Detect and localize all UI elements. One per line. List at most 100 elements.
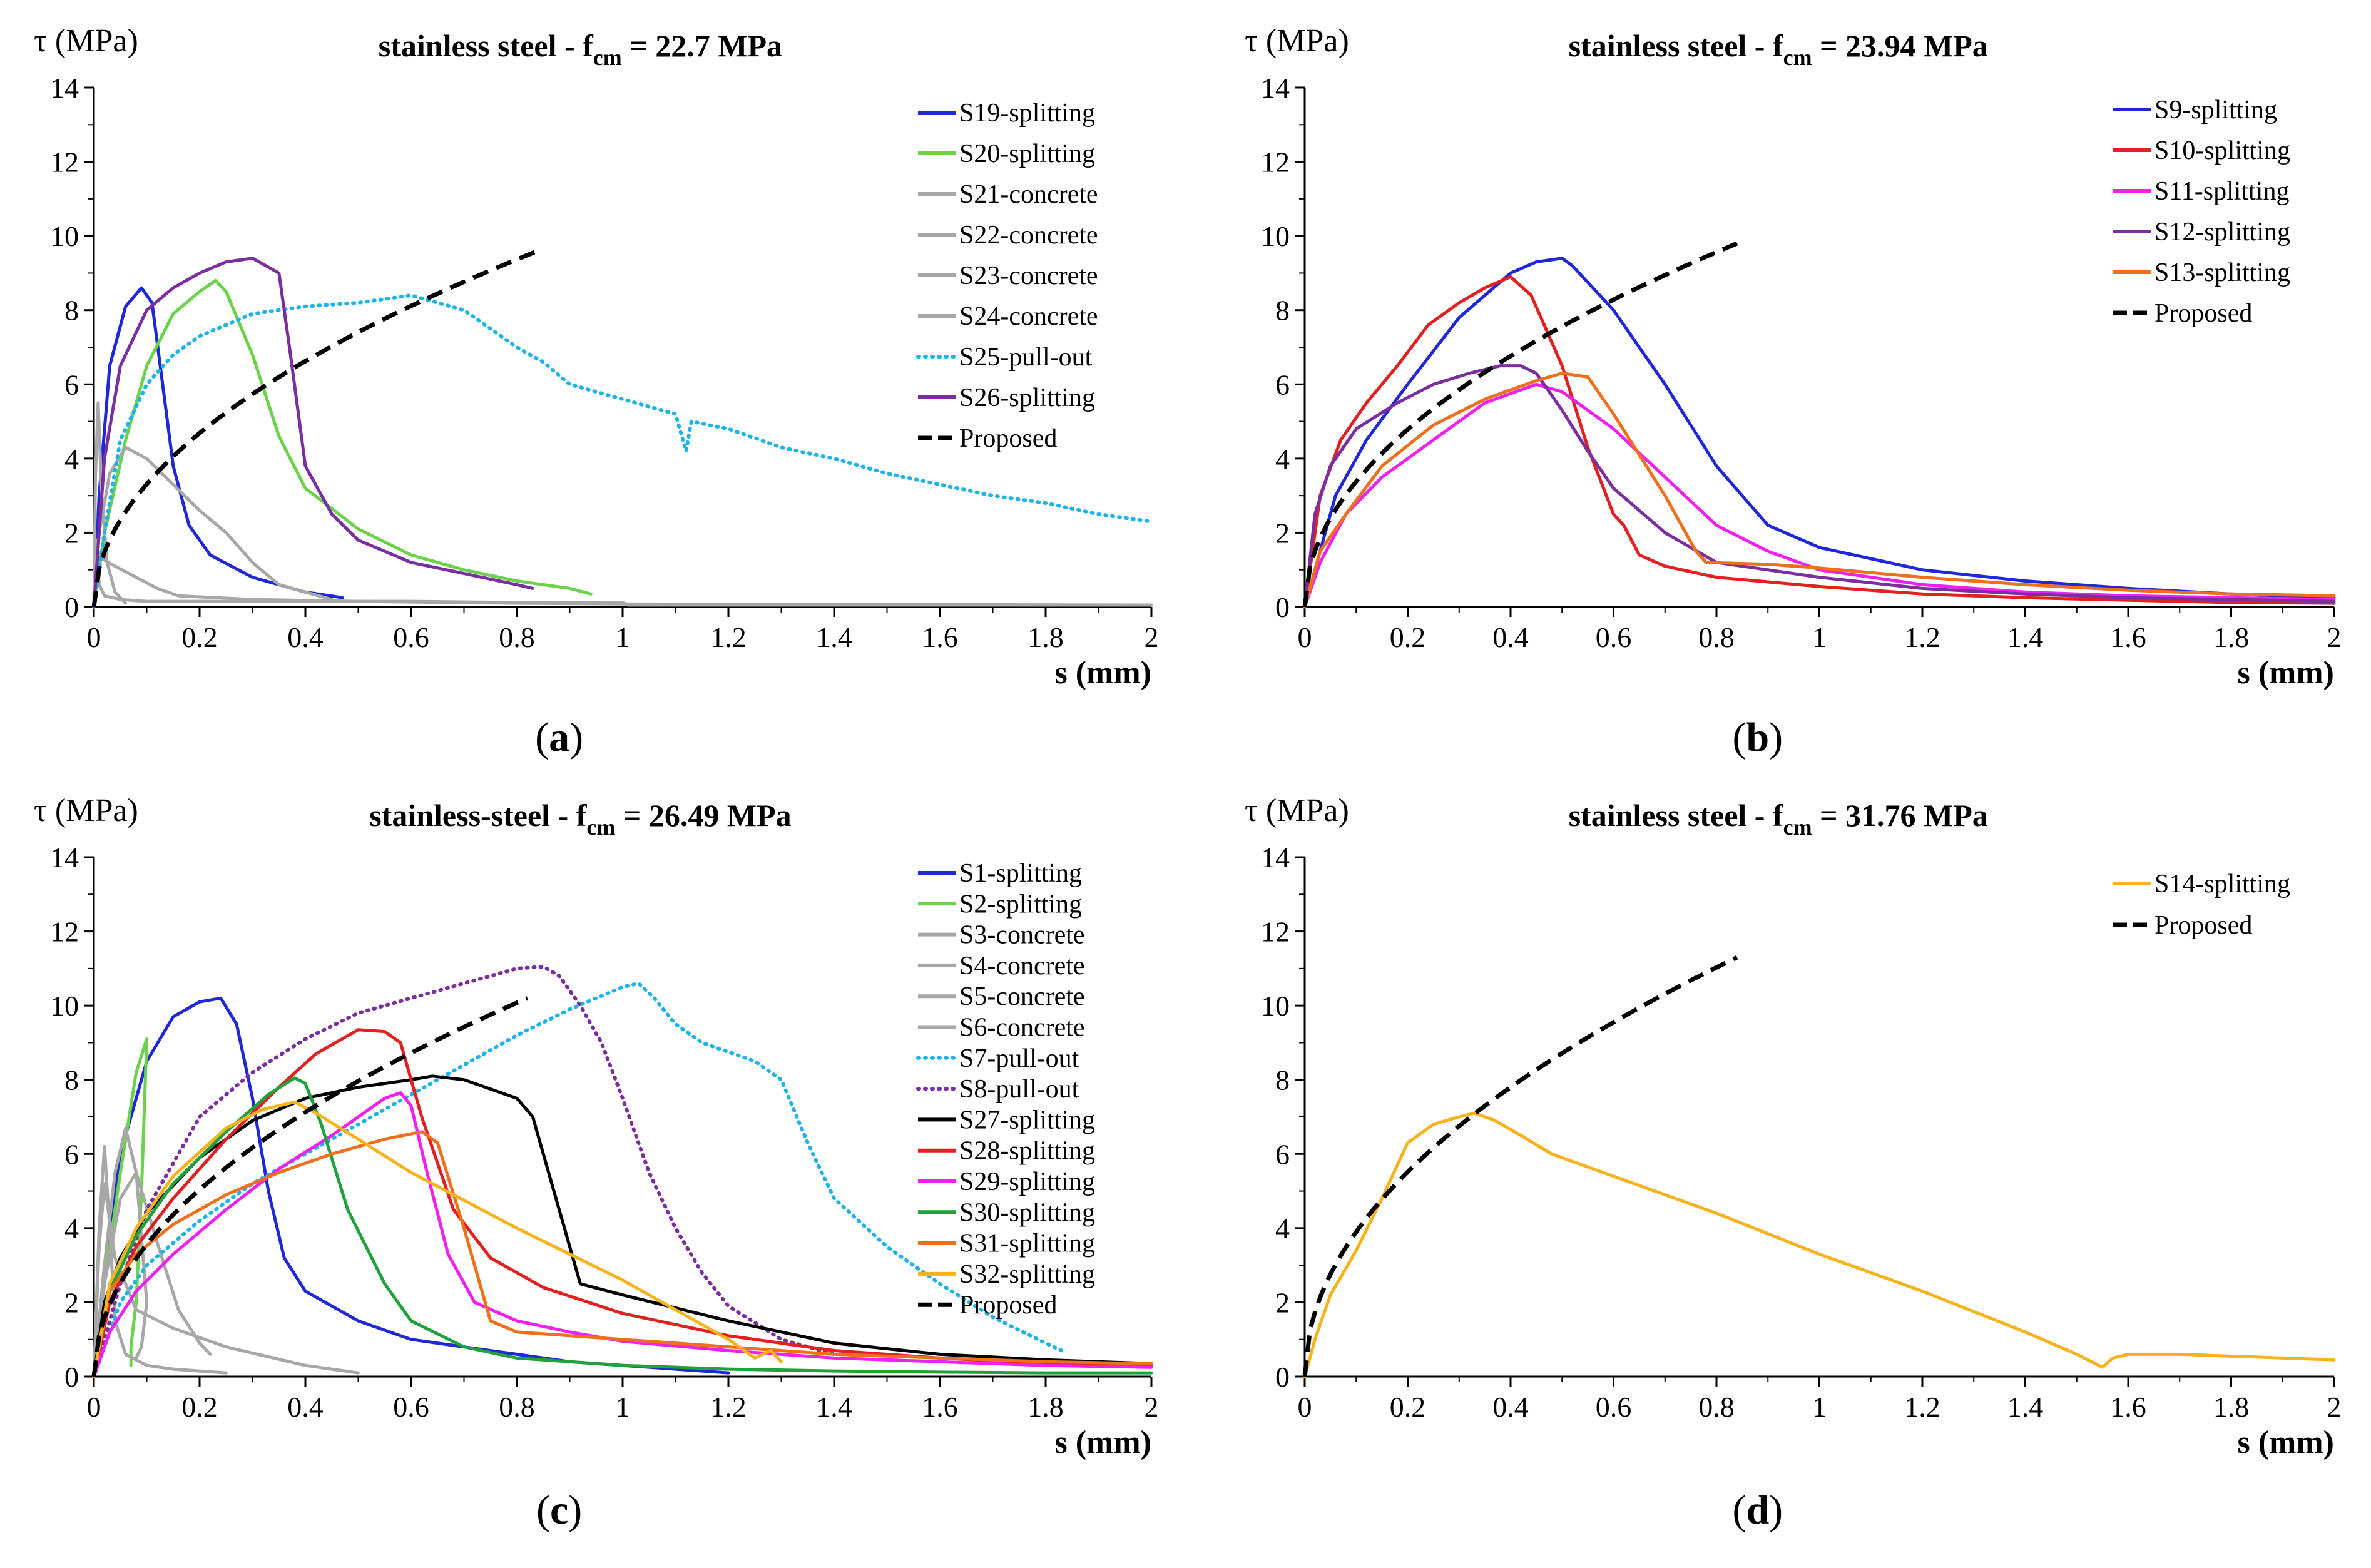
x-axis-label: s (mm) <box>2237 1425 2334 1460</box>
y-tick-label: 4 <box>64 1213 79 1245</box>
y-tick-label: 0 <box>64 591 79 623</box>
x-tick-label: 1.6 <box>922 621 958 653</box>
x-tick-label: 0.6 <box>393 621 429 653</box>
legend-entry: S29-splitting <box>959 1168 1095 1196</box>
x-tick-label: 0.8 <box>1698 1391 1735 1423</box>
x-tick-label: 0 <box>1298 621 1312 653</box>
chart-title: stainless-steel - fcm = 26.49 MPa <box>369 798 791 840</box>
chart-panel-a: 0 2 4 6 8 10 12 14 0 0.2 0.4 0.6 0.8 1 1.2 1.4 1.6 1.8 2 τ … <box>34 23 1159 760</box>
legend-entry: S8-pull-out <box>959 1075 1079 1104</box>
y-tick-label: 8 <box>64 295 79 327</box>
x-tick-label: 0.2 <box>1390 621 1426 653</box>
series-line-s12-splitting <box>1303 364 2336 609</box>
x-tick-label: 1.4 <box>816 1391 852 1423</box>
legend-entry: S20-splitting <box>959 140 1095 168</box>
x-tick-label: 1.4 <box>2007 1391 2044 1423</box>
x-axis-label: s (mm) <box>1054 655 1151 691</box>
x-tick-label: 2 <box>1145 621 1159 653</box>
x-tick-label: 0.2 <box>1390 1391 1426 1423</box>
y-tick-label: 14 <box>50 842 79 873</box>
legend-entry: S5-concrete <box>959 982 1085 1011</box>
series-line-s29-splitting <box>92 1091 1153 1378</box>
y-axis-label: τ (MPa) <box>34 23 138 59</box>
x-tick-label: 1.6 <box>922 1391 958 1423</box>
y-tick-label: 10 <box>50 220 79 252</box>
legend-entry: S32-splitting <box>959 1260 1095 1289</box>
series-line-proposed <box>91 996 529 1377</box>
legend-entry: S26-splitting <box>959 384 1095 412</box>
legend-entry: S2-splitting <box>959 890 1082 919</box>
legend-entry: S21-concrete <box>959 180 1098 209</box>
series-line-proposed <box>1302 241 1738 608</box>
x-tick-label: 1.6 <box>2110 1391 2146 1423</box>
y-tick-label: 0 <box>1275 1361 1290 1393</box>
legend-entry: S12-splitting <box>2154 218 2290 247</box>
series-line-s21-concrete <box>92 445 334 609</box>
y-tick-label: 12 <box>50 916 79 948</box>
y-tick-label: 6 <box>64 1138 79 1170</box>
y-tick-label: 4 <box>1275 443 1290 475</box>
series-line-s24-concrete <box>92 538 1153 609</box>
series-line-s10-splitting <box>1303 275 2336 609</box>
x-tick-label: 0.8 <box>499 1391 535 1423</box>
chart-panel-d: 0 2 4 6 8 10 12 14 0 0.2 0.4 0.6 0.8 1 1.2 1.4 1.6 1.8 2 τ … <box>1245 793 2342 1533</box>
series-line-s4-concrete <box>92 1126 148 1378</box>
x-tick-label: 0.2 <box>181 621 218 653</box>
legend-entry: S7-pull-out <box>959 1044 1079 1073</box>
chart-title: stainless steel - fcm = 31.76 MPa <box>1569 798 1988 840</box>
x-tick-label: 0.6 <box>1596 621 1632 653</box>
series-line-s7-pull-out <box>92 981 1064 1378</box>
y-tick-label: 10 <box>1261 220 1290 252</box>
series-line-s32-splitting <box>92 1100 783 1378</box>
legend-entry: S3-concrete <box>959 921 1085 950</box>
x-axis-label: s (mm) <box>1054 1425 1151 1460</box>
x-tick-label: 0.2 <box>181 1391 218 1423</box>
x-tick-label: 1 <box>1812 621 1827 653</box>
x-tick-label: 1 <box>616 1391 630 1423</box>
legend-entry: S4-concrete <box>959 952 1085 980</box>
y-tick-label: 10 <box>1261 990 1290 1022</box>
series-line-s26-splitting <box>92 257 534 609</box>
legend-entry: Proposed <box>959 1291 1057 1320</box>
y-tick-label: 6 <box>64 369 79 400</box>
x-tick-label: 0.4 <box>1492 621 1529 653</box>
legend-entry: S14-splitting <box>2154 870 2290 899</box>
x-tick-label: 0 <box>1298 1391 1312 1423</box>
legend-entry: S9-splitting <box>2154 96 2277 125</box>
y-tick-label: 0 <box>64 1361 79 1393</box>
x-tick-label: 0.8 <box>499 621 535 653</box>
series-line-s9-splitting <box>1303 257 2336 609</box>
x-tick-label: 1.2 <box>710 621 747 653</box>
panel-label: (a) <box>535 715 583 760</box>
x-tick-label: 1 <box>1812 1391 1827 1423</box>
series-line-s5-concrete <box>92 1182 360 1378</box>
legend-entry: S27-splitting <box>959 1106 1095 1134</box>
panel-label: (b) <box>1732 715 1783 760</box>
x-tick-label: 0.6 <box>1596 1391 1632 1423</box>
series-line-s3-concrete <box>92 1144 228 1378</box>
series-line-s20-splitting <box>92 278 593 609</box>
x-tick-label: 1 <box>616 621 630 653</box>
legend-entry: Proposed <box>2154 299 2252 328</box>
chart-panel-c: 0 2 4 6 8 10 12 14 0 0.2 0.4 0.6 0.8 1 1.2 1.4 1.6 1.8 2 τ … <box>34 793 1159 1533</box>
x-tick-label: 0.6 <box>393 1391 429 1423</box>
chart-title: stainless steel - fcm = 23.94 MPa <box>1569 28 1988 70</box>
x-tick-label: 1.2 <box>1904 621 1940 653</box>
y-tick-label: 0 <box>1275 591 1290 623</box>
x-tick-label: 0.4 <box>1492 1391 1529 1423</box>
legend-entry: S6-concrete <box>959 1014 1085 1042</box>
y-tick-label: 2 <box>1275 1286 1290 1318</box>
legend-entry: S30-splitting <box>959 1198 1095 1227</box>
y-tick-label: 14 <box>50 72 79 104</box>
legend-entry: Proposed <box>2154 911 2252 940</box>
y-tick-label: 2 <box>1275 517 1290 549</box>
series-line-s8-pull-out <box>92 964 836 1378</box>
y-axis-label: τ (MPa) <box>34 793 138 828</box>
x-tick-label: 1.4 <box>816 621 852 653</box>
y-tick-label: 6 <box>1275 1138 1290 1170</box>
x-tick-label: 0 <box>87 621 101 653</box>
y-tick-label: 8 <box>1275 295 1290 327</box>
x-tick-label: 1.4 <box>2007 621 2044 653</box>
series-line-s19-splitting <box>92 286 344 609</box>
